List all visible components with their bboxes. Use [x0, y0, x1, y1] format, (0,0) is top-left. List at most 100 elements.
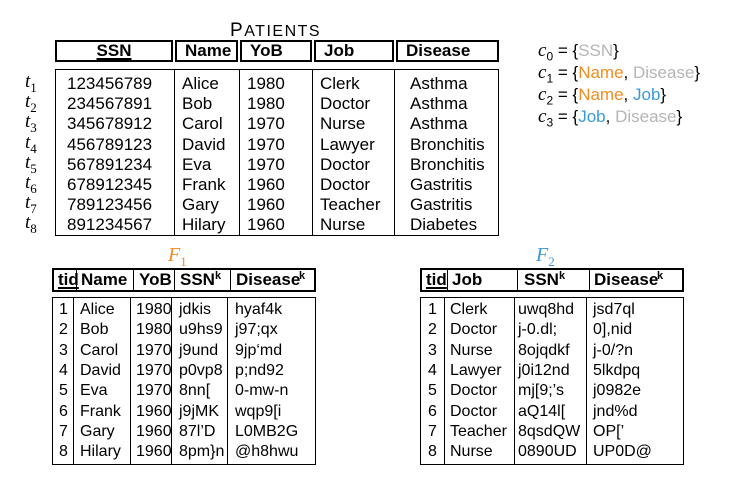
column-divider	[133, 270, 134, 290]
table-cell: j-0.dl;	[518, 321, 558, 339]
fragment-header-cell: Disease	[594, 270, 659, 289]
patients-table-title: PATIENTS	[230, 20, 322, 41]
fragment-header-cell: SSN	[180, 270, 215, 289]
fragment-header-cell: Job	[452, 270, 483, 289]
column-divider	[230, 270, 231, 290]
table-cell: 8	[59, 443, 68, 461]
row-label-symbol: t	[25, 131, 31, 153]
fragment-header-superscript: k	[559, 270, 566, 282]
constraint-symbol: c	[538, 62, 547, 83]
table-cell: 1980	[136, 301, 172, 318]
row-label: t4	[25, 132, 37, 157]
table-cell: 5	[59, 382, 68, 400]
constraint-index: 2	[546, 93, 554, 108]
table-cell: 1960	[136, 402, 172, 420]
column-divider	[586, 298, 587, 464]
fragment1-header: tid Name YoB SSN k Disease k	[52, 268, 316, 292]
constraint-line: c2 = {Name, Job}	[538, 84, 667, 108]
table-cell: 789123456	[67, 195, 153, 215]
table-cell: 9jp‘md	[235, 341, 283, 359]
table-cell: jdkis	[179, 301, 212, 318]
column-divider	[227, 298, 228, 464]
row-label-index: 3	[30, 120, 37, 136]
table-cell: 1980	[136, 321, 172, 339]
table-cell: j9jMK	[179, 402, 220, 420]
table-cell: 8qsdQW	[518, 422, 581, 440]
column-divider	[394, 70, 395, 235]
constraint-line: c1 = {Name, Disease}	[538, 62, 701, 86]
constraint-attribute: Job	[578, 107, 606, 126]
table-cell: 6	[428, 402, 437, 420]
table-cell: p;nd92	[235, 361, 284, 379]
column-divider	[130, 298, 131, 464]
table-cell: Lawyer	[320, 134, 375, 154]
row-label-symbol: t	[25, 192, 31, 214]
table-cell: Bob	[80, 321, 109, 339]
fragment-header-superscript: k	[215, 270, 222, 282]
column-divider	[239, 70, 240, 235]
table-cell: 234567891	[67, 94, 153, 114]
row-label: t7	[25, 192, 37, 217]
table-cell: 87l’D	[179, 422, 216, 440]
row-label: t5	[25, 152, 37, 177]
table-cell: Alice	[182, 74, 219, 93]
table-cell: Bob	[182, 94, 213, 114]
table-cell: wqp9[i	[235, 402, 282, 420]
table-cell: Doctor	[320, 154, 371, 174]
table-cell: 3	[428, 341, 437, 359]
table-cell: Doctor	[320, 94, 371, 114]
table-cell: Gastritis	[410, 175, 473, 194]
table-cell: u9hs9	[179, 321, 223, 339]
constraint-attribute: Disease	[633, 63, 695, 82]
table-cell: 1	[59, 301, 68, 318]
row-label-index: 4	[30, 140, 37, 156]
fragment-header-cell: tid	[58, 270, 79, 289]
table-cell: Doctor	[320, 175, 371, 194]
column-divider	[76, 270, 77, 290]
table-cell: Asthma	[410, 74, 468, 93]
fragment-header-cell: YoB	[139, 270, 172, 289]
table-cell: 1970	[247, 114, 285, 134]
table-cell: Gastritis	[410, 195, 473, 215]
table-cell: 8ojqdkf	[518, 341, 570, 359]
table-cell: Teacher	[320, 195, 381, 215]
row-label: t3	[25, 111, 37, 136]
table-cell: Bronchitis	[410, 154, 485, 174]
column-divider	[589, 270, 590, 290]
fragment-header-superscript: k	[299, 270, 306, 282]
table-cell: Nurse	[320, 215, 366, 235]
table-cell: Nurse	[450, 443, 493, 461]
table-cell: j0i12nd	[518, 361, 570, 379]
table-cell: 8nn[	[179, 382, 211, 400]
fragment2-header: tid Job SSN k Disease k	[420, 268, 684, 292]
table-cell: 2	[59, 321, 68, 339]
table-cell: 1	[428, 301, 437, 318]
table-cell: 1960	[136, 422, 172, 440]
row-label-index: 8	[30, 221, 37, 237]
table-cell: 1970	[136, 382, 172, 400]
table-cell: 0-mw-n	[235, 382, 289, 400]
table-cell: Clerk	[450, 301, 488, 318]
row-label-symbol: t	[25, 151, 31, 173]
fragment1-title: F1	[168, 244, 187, 269]
table-cell: jsd7ql	[593, 301, 635, 318]
constraint-index: 3	[546, 115, 554, 130]
fragment-header-cell: Name	[81, 270, 128, 289]
table-cell: 2	[428, 321, 437, 339]
patients-header-job: Job	[314, 40, 394, 62]
table-cell: p0vp8	[179, 361, 223, 379]
fragment2-title: F2	[536, 244, 555, 269]
table-cell: Frank	[80, 402, 121, 420]
table-cell: jnd%d	[593, 402, 638, 420]
table-cell: David	[80, 361, 121, 379]
table-cell: 891234567	[67, 215, 153, 235]
table-cell: 1980	[247, 94, 285, 114]
table-cell: Bronchitis	[410, 134, 485, 154]
table-cell: Carol	[80, 341, 119, 359]
table-cell: 1970	[136, 361, 172, 379]
column-divider	[447, 270, 448, 290]
column-divider	[514, 298, 515, 464]
column-divider	[312, 70, 313, 235]
table-cell: Clerk	[320, 74, 360, 93]
table-cell: Doctor	[450, 402, 498, 420]
